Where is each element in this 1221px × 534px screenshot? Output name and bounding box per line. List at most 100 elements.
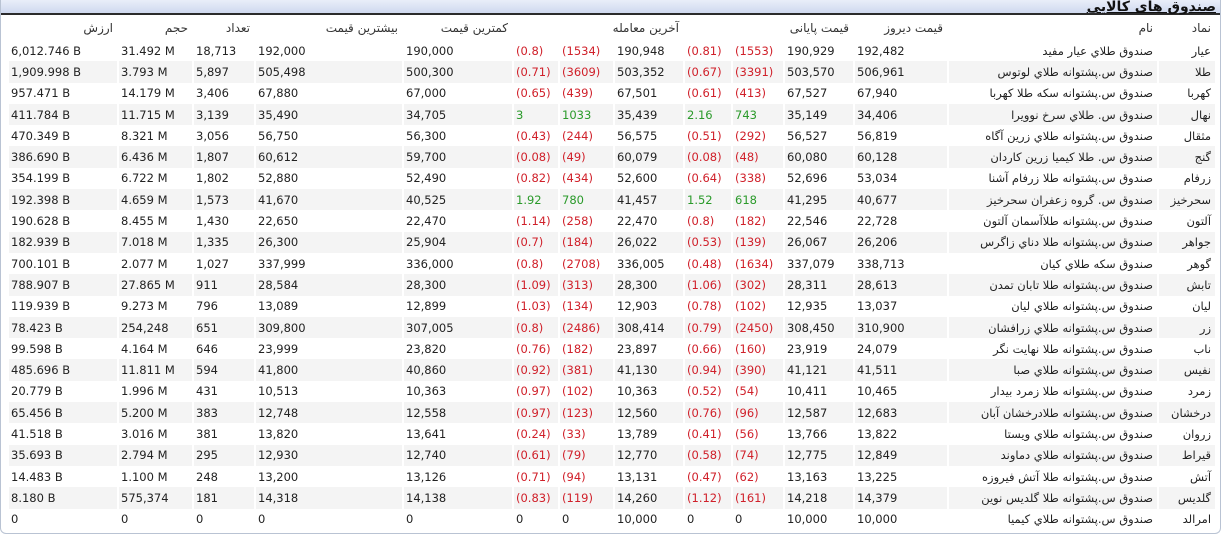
cell-name: صندوق س. گروه زعفران سحرخيز: [947, 189, 1158, 211]
table-row[interactable]: ناب صندوق س.پشتوانه طلا نهايت نگر 24,079 23…: [7, 338, 1215, 360]
table-row[interactable]: آتش صندوق س.پشتوانه طلا آتش فيروزه 13,225 1…: [7, 465, 1215, 488]
cell-symbol[interactable]: زروان: [1157, 423, 1215, 445]
header-symbol[interactable]: نماد: [1191, 21, 1212, 35]
cell-symbol[interactable]: امرالد: [1157, 508, 1215, 530]
cell-volume: 3.793 M: [117, 61, 192, 83]
table-row[interactable]: نفيس صندوق س.پشتوانه طلاي صبا 41,511 41,121…: [7, 359, 1216, 381]
cell-closing-percent: (1.12): [683, 487, 732, 509]
table-row[interactable]: ليان صندوق س.پشتوانه طلاي ليان 13,037 12,93…: [7, 295, 1215, 317]
cell-closing-percent: (0.41): [683, 423, 731, 445]
cell-yesterday-price: 10,000: [853, 508, 947, 530]
table-row[interactable]: درخشان صندوق س.پشتوانه طلادرخشان آبان 12,6…: [7, 402, 1216, 424]
cell-symbol[interactable]: تابش: [1157, 274, 1216, 296]
table-row[interactable]: زروان صندوق س.پشتوانه طلاي ويستا 13,822 13,…: [7, 423, 1215, 445]
cell-symbol[interactable]: گوهر: [1157, 252, 1215, 275]
cell-symbol[interactable]: عيار: [1157, 40, 1215, 62]
cell-symbol[interactable]: زمرد: [1157, 380, 1215, 403]
cell-closing-price: 10,000: [783, 508, 853, 530]
cell-name: صندوق س.پشتوانه طلا زمرد بيدار: [947, 380, 1157, 403]
table-row[interactable]: گلديس صندوق س.پشتوانه طلا گلديس نوين 14,37…: [7, 487, 1216, 509]
cell-closing-price: 190,929: [783, 40, 853, 62]
header-name[interactable]: نام: [1138, 21, 1154, 35]
cell-last-percent: (0.97): [512, 380, 558, 403]
cell-symbol[interactable]: گنج: [1157, 146, 1216, 168]
cell-last-change: (258): [558, 210, 613, 232]
cell-name: صندوق س.پشتوانه طلا آتش فيروزه: [947, 465, 1157, 488]
cell-max-price: 35,490: [254, 103, 402, 126]
cell-count: 381: [192, 423, 254, 445]
header-volume[interactable]: حجم: [164, 21, 188, 35]
table-row[interactable]: زرفام صندوق س.پشتوانه طلا زرفام آشنا 53,03…: [7, 167, 1215, 190]
cell-yesterday-price: 13,225: [853, 465, 947, 488]
cell-name: صندوق س.پشتوانه طلا زرفام آشنا: [947, 167, 1157, 190]
cell-closing-price: 26,067: [783, 231, 854, 253]
cell-closing-change: (102): [731, 295, 783, 317]
cell-volume: 6.722 M: [117, 167, 192, 190]
header-closing-price[interactable]: قیمت پایانی: [789, 21, 850, 35]
header-count[interactable]: تعداد: [225, 21, 250, 35]
header-yesterday-price[interactable]: قیمت دیروز: [884, 21, 944, 35]
cell-name: صندوق س.پشتوانه سكه طلا كهربا: [947, 82, 1157, 104]
cell-value: 20.779 B: [7, 380, 117, 403]
table-row[interactable]: گنج صندوق س. طلا كيميا زرين كاردان 60,128 6…: [7, 146, 1216, 168]
table-row[interactable]: گوهر صندوق سكه طلاي كيان 338,713 337,079 (16…: [7, 252, 1215, 275]
cell-closing-price: 10,411: [783, 380, 853, 403]
table-row[interactable]: نهال صندوق س. طلاي سرخ نوويرا 34,406 35,149…: [7, 103, 1216, 126]
cell-symbol[interactable]: زر: [1157, 316, 1216, 339]
cell-last-trade: 35,439: [613, 103, 684, 126]
cell-symbol[interactable]: آتش: [1157, 465, 1215, 488]
cell-symbol[interactable]: نهال: [1157, 103, 1216, 126]
table-row[interactable]: عيار صندوق طلاي عيار مفيد 192,482 190,929 (1…: [7, 40, 1215, 62]
table-row[interactable]: قيراط صندوق س.پشتوانه طلاي دماوند 12,849 12…: [7, 444, 1216, 466]
table-row[interactable]: تابش صندوق س.پشتوانه طلا تابان تمدن 28,613…: [7, 274, 1216, 296]
cell-closing-change: 0: [731, 508, 783, 530]
header-max-price[interactable]: بیشترین قیمت: [325, 21, 398, 35]
cell-min-price: 67,000: [402, 82, 512, 104]
cell-symbol[interactable]: جواهر: [1157, 231, 1216, 253]
table-row[interactable]: جواهر صندوق س.پشتوانه طلا دناي زاگرس 26,20…: [7, 231, 1216, 253]
cell-max-price: 28,584: [254, 274, 402, 296]
cell-volume: 4.164 M: [117, 338, 192, 360]
cell-yesterday-price: 67,940: [853, 82, 947, 104]
header-last-trade[interactable]: آخرین معامله: [612, 21, 680, 35]
cell-symbol[interactable]: طلا: [1157, 61, 1216, 83]
cell-closing-percent: (0.47): [683, 465, 731, 488]
cell-symbol[interactable]: ناب: [1157, 338, 1215, 360]
cell-symbol[interactable]: نفيس: [1157, 359, 1216, 381]
cell-yesterday-price: 40,677: [853, 189, 948, 211]
cell-last-change: (119): [558, 487, 614, 509]
table-row[interactable]: طلا صندوق س.پشتوانه طلاي لوتوس 506,961 503,…: [7, 61, 1216, 83]
cell-closing-change: (161): [731, 487, 784, 509]
table-row[interactable]: زمرد صندوق س.پشتوانه طلا زمرد بيدار 10,465…: [7, 380, 1215, 403]
cell-last-percent: 1.92: [512, 189, 559, 211]
cell-symbol[interactable]: مثقال: [1157, 125, 1215, 147]
cell-yesterday-price: 192,482: [853, 40, 947, 62]
cell-max-price: 10,513: [254, 380, 402, 403]
cell-last-percent: (0.8): [512, 252, 558, 275]
cell-symbol[interactable]: گلديس: [1157, 487, 1216, 509]
table-row[interactable]: كهربا صندوق س.پشتوانه سكه طلا كهربا 67,940…: [7, 82, 1215, 104]
cell-name: صندوق س.پشتوانه طلا نهايت نگر: [947, 338, 1157, 360]
cell-symbol[interactable]: ليان: [1157, 295, 1215, 317]
cell-symbol[interactable]: آلتون: [1157, 210, 1215, 232]
cell-value: 99.598 B: [7, 338, 117, 360]
cell-symbol[interactable]: كهربا: [1157, 82, 1215, 104]
cell-closing-price: 22,546: [783, 210, 853, 232]
table-row[interactable]: امرالد صندوق س.پشتوانه طلاي كيميا 10,000 10…: [7, 508, 1215, 530]
table-row[interactable]: زر صندوق س.پشتوانه طلاي زرافشان 310,900 308…: [7, 316, 1216, 339]
cell-min-price: 59,700: [402, 146, 512, 168]
cell-max-price: 41,800: [254, 359, 402, 381]
cell-symbol[interactable]: قيراط: [1157, 444, 1216, 466]
cell-last-trade: 12,560: [613, 402, 684, 424]
cell-symbol[interactable]: زرفام: [1157, 167, 1215, 190]
cell-last-trade: 23,897: [613, 338, 683, 360]
cell-symbol[interactable]: سحرخيز: [1157, 189, 1216, 211]
table-row[interactable]: سحرخيز صندوق س. گروه زعفران سحرخيز 40,677 4…: [7, 189, 1216, 211]
header-min-price[interactable]: کمترین قیمت: [440, 21, 508, 35]
table-row[interactable]: آلتون صندوق س.پشتوانه طلاآسمان آلتون 22,72…: [7, 210, 1215, 232]
cell-volume: 11.715 M: [117, 103, 192, 126]
cell-symbol[interactable]: درخشان: [1157, 402, 1216, 424]
table-row[interactable]: مثقال صندوق س.پشتوانه طلاي زرين آگاه 56,81…: [7, 125, 1215, 147]
cell-last-change: (79): [558, 444, 614, 466]
header-value[interactable]: ارزش: [83, 21, 113, 35]
